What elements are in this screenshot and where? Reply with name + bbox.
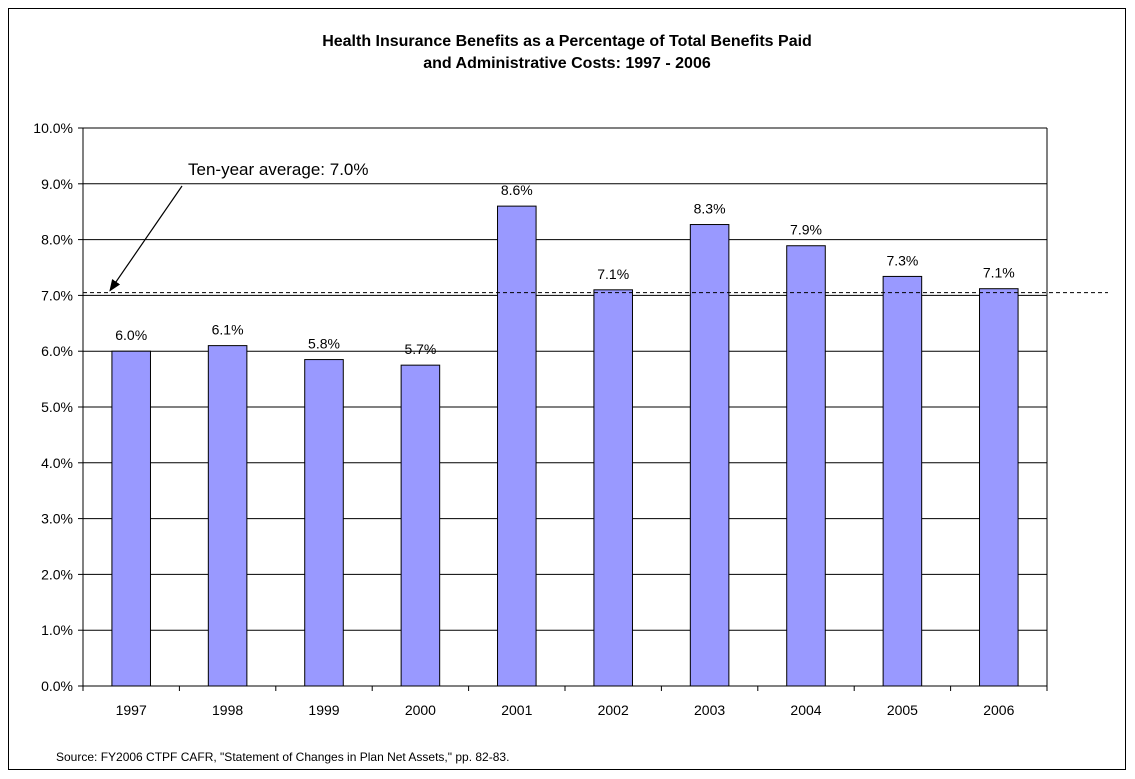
source-note: Source: FY2006 CTPF CAFR, "Statement of … bbox=[56, 750, 510, 764]
bar bbox=[111, 350, 151, 687]
chart-title: Health Insurance Benefits as a Percentag… bbox=[9, 31, 1125, 75]
x-tick-label: 2002 bbox=[598, 702, 629, 718]
chart-frame: Health Insurance Benefits as a Percentag… bbox=[8, 8, 1126, 770]
bar bbox=[593, 289, 633, 687]
bar-data-label: 7.3% bbox=[886, 252, 918, 268]
y-tick-label: 0.0% bbox=[41, 678, 73, 694]
x-tick-label: 2003 bbox=[694, 702, 725, 718]
bar-data-label: 6.1% bbox=[212, 322, 244, 338]
y-tick-label: 1.0% bbox=[41, 622, 73, 638]
bar-data-label: 6.0% bbox=[115, 327, 147, 343]
y-tick-label: 5.0% bbox=[41, 399, 73, 415]
chart-title-line-1: Health Insurance Benefits as a Percentag… bbox=[322, 33, 812, 50]
y-tick-label: 2.0% bbox=[41, 566, 73, 582]
average-annotation-text: Ten-year average: 7.0% bbox=[188, 160, 369, 179]
bar-data-label: 7.1% bbox=[597, 266, 629, 282]
x-tick-label: 1999 bbox=[308, 702, 339, 718]
x-tick-label: 2000 bbox=[405, 702, 436, 718]
x-tick-label: 1998 bbox=[212, 702, 243, 718]
bar-data-label: 7.1% bbox=[983, 265, 1015, 281]
y-tick-label: 7.0% bbox=[41, 287, 73, 303]
bar bbox=[689, 224, 730, 687]
x-tick-label: 2006 bbox=[983, 702, 1014, 718]
y-tick-label: 10.0% bbox=[33, 120, 73, 136]
bar bbox=[979, 288, 1019, 687]
bar bbox=[304, 359, 344, 687]
bar-data-label: 5.8% bbox=[308, 336, 340, 352]
x-tick-label: 2001 bbox=[501, 702, 532, 718]
chart-title-line-2: and Administrative Costs: 1997 - 2006 bbox=[423, 55, 711, 72]
x-tick-label: 2005 bbox=[887, 702, 918, 718]
x-tick-label: 1997 bbox=[116, 702, 147, 718]
annotation-arrow bbox=[109, 185, 183, 292]
y-tick-label: 8.0% bbox=[41, 232, 73, 248]
bar bbox=[786, 245, 826, 687]
bar bbox=[497, 205, 537, 687]
bar bbox=[207, 345, 248, 687]
bar-data-label: 8.3% bbox=[694, 201, 726, 217]
bar bbox=[882, 275, 923, 687]
bar bbox=[400, 364, 441, 687]
y-tick-label: 3.0% bbox=[41, 511, 73, 527]
bar-data-label: 7.9% bbox=[790, 222, 822, 238]
x-tick-label: 2004 bbox=[790, 702, 821, 718]
bar-data-label: 5.7% bbox=[404, 341, 436, 357]
bar-data-label: 8.6% bbox=[501, 182, 533, 198]
y-tick-label: 6.0% bbox=[41, 343, 73, 359]
y-tick-label: 4.0% bbox=[41, 455, 73, 471]
y-tick-label: 9.0% bbox=[41, 176, 73, 192]
